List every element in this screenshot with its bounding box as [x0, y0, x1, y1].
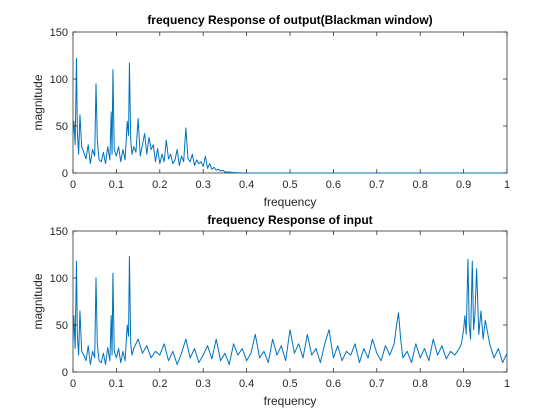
x-tick-label: 0.4 [239, 378, 254, 390]
x-tick-label: 0.6 [326, 378, 341, 390]
y-axis-label-top: magnitude [31, 74, 45, 130]
x-tick-label: 1 [504, 179, 510, 191]
x-tick-label: 0.9 [456, 179, 471, 191]
x-tick-label: 0.1 [109, 378, 124, 390]
x-tick-label: 0.9 [456, 378, 471, 390]
ticks-group-bottom: 0 0.1 0.2 0.3 0.4 0.5 0.6 0.7 0.8 0.9 1 0 50 100 150 [50, 226, 510, 390]
chart-title-bottom: frequency Response of input [207, 213, 372, 227]
x-tick-label: 0 [70, 378, 76, 390]
x-tick-label: 0.2 [152, 179, 167, 191]
x-tick-label: 0.3 [196, 378, 211, 390]
series-line-bottom [72, 255, 508, 365]
y-tick-label: 50 [56, 121, 68, 133]
x-tick-label: 0.8 [413, 179, 428, 191]
y-tick-label: 100 [50, 273, 68, 285]
x-tick-label: 0.5 [282, 179, 297, 191]
y-tick-label: 0 [62, 168, 68, 180]
x-tick-label: 0.1 [109, 179, 124, 191]
x-tick-label: 1 [504, 378, 510, 390]
y-tick-label: 100 [50, 74, 68, 86]
x-tick-label: 0.3 [196, 179, 211, 191]
x-axis-label-bottom: frequency [264, 394, 317, 408]
y-tick-label: 150 [50, 27, 68, 39]
chart-title-top: frequency Response of output(Blackman wi… [147, 13, 432, 27]
ticks-group-top: 0 0.1 0.2 0.3 0.4 0.5 0.6 0.7 0.8 0.9 1 0 50 100 150 [50, 27, 510, 191]
subplot-output: 0 0.1 0.2 0.3 0.4 0.5 0.6 0.7 0.8 0.9 1 0 50 100 150 f… [31, 13, 510, 209]
x-tick-label: 0.7 [369, 378, 384, 390]
x-tick-label: 0.6 [326, 179, 341, 191]
x-tick-label: 0.8 [413, 378, 428, 390]
series-line-top [72, 57, 507, 174]
subplot-input: 0 0.1 0.2 0.3 0.4 0.5 0.6 0.7 0.8 0.9 1 0 50 100 150 f… [31, 213, 510, 408]
x-tick-label: 0.4 [239, 179, 254, 191]
series-group-top [72, 57, 507, 174]
plot-area-bottom [72, 230, 508, 373]
series-group-bottom [72, 255, 508, 365]
x-tick-label: 0.7 [369, 179, 384, 191]
x-tick-label: 0.5 [282, 378, 297, 390]
y-tick-label: 50 [56, 320, 68, 332]
y-tick-label: 150 [50, 226, 68, 238]
y-axis-label-bottom: magnitude [31, 273, 45, 329]
y-tick-label: 0 [62, 367, 68, 379]
x-axis-label-top: frequency [264, 195, 317, 209]
x-tick-label: 0 [70, 179, 76, 191]
plot-area-top [72, 31, 508, 174]
x-tick-label: 0.2 [152, 378, 167, 390]
